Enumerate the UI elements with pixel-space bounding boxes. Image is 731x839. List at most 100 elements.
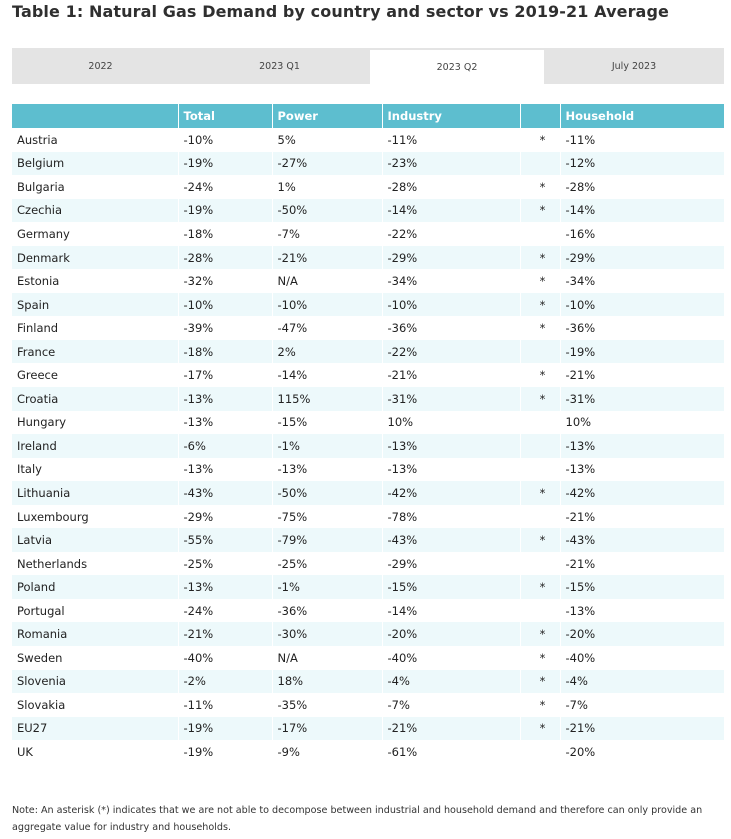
industry-cell: -23% [381, 151, 520, 176]
table-row: Czechia -19% -50% -14% * -14% [12, 198, 724, 223]
asterisk-cell [519, 504, 560, 529]
country-cell: Finland [12, 316, 178, 340]
column-header-power: Power [271, 104, 382, 128]
country-cell: Luxembourg [12, 504, 178, 529]
power-cell: -47% [271, 316, 382, 340]
tab-2023-q2[interactable]: 2023 Q2 [370, 50, 544, 84]
table-row: Croatia -13% 115% -31% * -31% [12, 387, 724, 411]
household-cell: -13% [559, 598, 724, 623]
table-row: Slovakia -11% -35% -7% * -7% [12, 693, 724, 717]
industry-cell: -7% [381, 693, 520, 717]
tab-2022[interactable]: 2022 [88, 60, 113, 72]
table-row: Ireland -6% -1% -13% -13% [12, 434, 724, 458]
industry-cell: -42% [381, 481, 520, 505]
tab-july-2023[interactable]: July 2023 [611, 60, 657, 72]
power-cell: -13% [271, 457, 382, 482]
country-cell: Germany [12, 222, 178, 246]
total-cell: -2% [177, 669, 272, 694]
industry-cell: -13% [381, 457, 520, 482]
household-cell: -43% [559, 528, 724, 552]
industry-cell: 10% [381, 410, 520, 435]
table-row: Denmark -28% -21% -29% * -29% [12, 245, 724, 270]
total-cell: -24% [177, 175, 272, 199]
total-cell: -17% [177, 363, 272, 388]
asterisk-cell: * [519, 575, 560, 599]
total-cell: -10% [177, 128, 272, 152]
power-cell: -21% [271, 245, 382, 270]
country-cell: Austria [12, 128, 178, 152]
table-row: Latvia -55% -79% -43% * -43% [12, 528, 724, 552]
asterisk-cell [519, 222, 560, 246]
tab-2023-q1[interactable]: 2023 Q1 [259, 60, 300, 72]
table-row: Slovenia -2% 18% -4% * -4% [12, 669, 724, 694]
power-cell: -15% [271, 410, 382, 435]
household-cell: -21% [559, 363, 724, 388]
table-row: Bulgaria -24% 1% -28% * -28% [12, 175, 724, 199]
total-cell: -24% [177, 598, 272, 623]
power-cell: 5% [271, 128, 382, 152]
asterisk-cell: * [519, 716, 560, 741]
industry-cell: -14% [381, 598, 520, 623]
country-cell: Lithuania [12, 481, 178, 505]
power-cell: 2% [271, 339, 382, 364]
asterisk-cell: * [519, 316, 560, 340]
table-row: EU27 -19% -17% -21% * -21% [12, 716, 724, 741]
household-cell: -40% [559, 646, 724, 670]
industry-cell: -31% [381, 387, 520, 411]
asterisk-cell: * [519, 292, 560, 317]
country-cell: UK [12, 740, 178, 764]
table-row: Italy -13% -13% -13% -13% [12, 457, 724, 482]
table-header-row: Total Power Industry Household [12, 104, 724, 128]
country-cell: Poland [12, 575, 178, 599]
power-cell: N/A [271, 646, 382, 670]
household-cell: -21% [559, 716, 724, 741]
power-cell: -50% [271, 481, 382, 505]
industry-cell: -11% [381, 128, 520, 152]
power-cell: N/A [271, 269, 382, 293]
table-row: Sweden -40% N/A -40% * -40% [12, 646, 724, 670]
table-row: Greece -17% -14% -21% * -21% [12, 363, 724, 388]
asterisk-cell: * [519, 363, 560, 388]
asterisk-cell: * [519, 387, 560, 411]
total-cell: -13% [177, 457, 272, 482]
power-cell: -35% [271, 693, 382, 717]
total-cell: -29% [177, 504, 272, 529]
industry-cell: -40% [381, 646, 520, 670]
industry-cell: -21% [381, 716, 520, 741]
power-cell: -75% [271, 504, 382, 529]
asterisk-cell: * [519, 646, 560, 670]
asterisk-cell: * [519, 622, 560, 647]
industry-cell: -4% [381, 669, 520, 694]
page-title: Table 1: Natural Gas Demand by country a… [12, 2, 669, 21]
country-cell: Czechia [12, 198, 178, 223]
column-header-total: Total [177, 104, 272, 128]
total-cell: -28% [177, 245, 272, 270]
asterisk-cell: * [519, 528, 560, 552]
country-cell: Netherlands [12, 551, 178, 576]
total-cell: -19% [177, 716, 272, 741]
country-cell: Hungary [12, 410, 178, 435]
total-cell: -18% [177, 339, 272, 364]
industry-cell: -34% [381, 269, 520, 293]
period-tabs: 2022 2023 Q1 2023 Q2 July 2023 [12, 48, 724, 84]
power-cell: -50% [271, 198, 382, 223]
power-cell: -14% [271, 363, 382, 388]
country-cell: EU27 [12, 716, 178, 741]
power-cell: -1% [271, 434, 382, 458]
industry-cell: -14% [381, 198, 520, 223]
total-cell: -19% [177, 198, 272, 223]
industry-cell: -29% [381, 551, 520, 576]
asterisk-cell [519, 598, 560, 623]
power-cell: -36% [271, 598, 382, 623]
total-cell: -40% [177, 646, 272, 670]
table-row: Spain -10% -10% -10% * -10% [12, 292, 724, 317]
power-cell: 115% [271, 387, 382, 411]
household-cell: -29% [559, 245, 724, 270]
asterisk-cell: * [519, 128, 560, 152]
power-cell: -79% [271, 528, 382, 552]
country-cell: Italy [12, 457, 178, 482]
total-cell: -21% [177, 622, 272, 647]
household-cell: 10% [559, 410, 724, 435]
country-cell: Spain [12, 292, 178, 317]
asterisk-cell: * [519, 175, 560, 199]
